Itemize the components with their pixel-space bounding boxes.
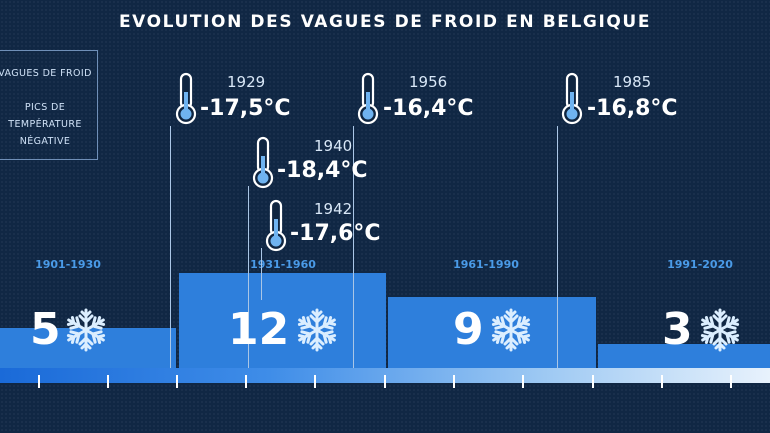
bar-value-1901-1930: 5 [30, 304, 61, 355]
peak-year-1956: 1956 [409, 73, 448, 91]
timeline-tick [176, 375, 178, 388]
legend-peaks-line2: TEMPÉRATURE [8, 119, 82, 130]
peak-year-1929: 1929 [227, 73, 266, 91]
thermometer-icon [265, 199, 287, 252]
snowflake-icon [488, 307, 534, 353]
marker-line-1940 [248, 186, 249, 368]
peak-temp-1985: -16,8°C [587, 96, 678, 121]
period-label-1961-1990: 1961-1990 [453, 258, 519, 271]
thermometer-icon [561, 72, 583, 125]
period-label-1991-2020: 1991-2020 [667, 258, 733, 271]
peak-temp-1956: -16,4°C [383, 96, 474, 121]
thermometer-icon [357, 72, 379, 125]
legend-peaks-label: PICS DE TEMPÉRATURE NÉGATIVE [0, 99, 99, 150]
peak-year-1985: 1985 [613, 73, 652, 91]
thermometer-icon [175, 72, 197, 125]
peak-temp-1942: -17,6°C [290, 221, 381, 246]
legend-waves-label: VAGUES DE FROID [0, 68, 92, 79]
timeline-tick [245, 375, 247, 388]
timeline-tick [730, 375, 732, 388]
bar-1991-2020 [598, 344, 770, 368]
peak-temp-1940: -18,4°C [277, 158, 368, 183]
bar-value-1931-1960: 12 [228, 304, 290, 355]
thermometer-icon [252, 136, 274, 189]
bar-value-1961-1990: 9 [453, 304, 484, 355]
period-label-1931-1960: 1931-1960 [250, 258, 316, 271]
bar-1931-1960 [179, 273, 386, 368]
snowflake-icon [63, 307, 109, 353]
timeline-tick [314, 375, 316, 388]
legend-box: VAGUES DE FROID PICS DE TEMPÉRATURE NÉGA… [0, 50, 98, 160]
peak-year-1940: 1940 [314, 137, 353, 155]
snowflake-icon [294, 307, 340, 353]
peak-temp-1929: -17,5°C [200, 96, 291, 121]
chart-title: EVOLUTION DES VAGUES DE FROID EN BELGIQU… [118, 12, 652, 32]
marker-line-1942 [261, 248, 262, 300]
bar-1961-1990 [388, 297, 596, 368]
timeline-tick [107, 375, 109, 388]
legend-peaks-line1: PICS DE [24, 102, 66, 113]
marker-line-1985 [557, 126, 558, 368]
peak-year-1942: 1942 [314, 200, 353, 218]
timeline-tick [38, 375, 40, 388]
marker-line-1956 [353, 126, 354, 368]
snowflake-icon [697, 307, 743, 353]
timeline-tick [522, 375, 524, 388]
legend-peaks-line3: NÉGATIVE [19, 136, 71, 147]
period-label-1901-1930: 1901-1930 [35, 258, 101, 271]
bar-value-1991-2020: 3 [662, 304, 693, 355]
timeline-tick [661, 375, 663, 388]
timeline-tick [384, 375, 386, 388]
timeline-tick [453, 375, 455, 388]
marker-line-1929 [170, 126, 171, 368]
timeline-tick [592, 375, 594, 388]
